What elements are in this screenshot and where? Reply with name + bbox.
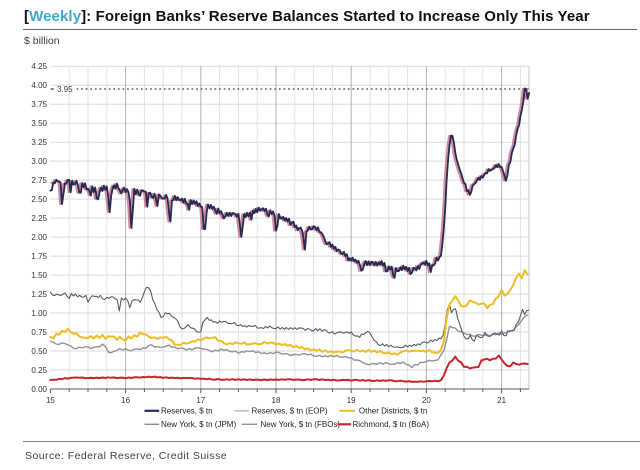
svg-text:3.75: 3.75 (31, 100, 47, 109)
svg-text:2.75: 2.75 (31, 176, 47, 185)
svg-text:1.25: 1.25 (31, 290, 47, 299)
svg-text:Other Districts, $ tn: Other Districts, $ tn (359, 407, 427, 416)
svg-text:New York, $ tn (JPM): New York, $ tn (JPM) (161, 420, 236, 429)
svg-text:16: 16 (121, 396, 130, 405)
svg-text:0.50: 0.50 (31, 347, 47, 356)
svg-text:2.00: 2.00 (31, 233, 47, 242)
svg-text:2.50: 2.50 (31, 195, 47, 204)
svg-text:Richmond, $ tn (BoA): Richmond, $ tn (BoA) (353, 420, 430, 429)
svg-text:3.25: 3.25 (31, 138, 47, 147)
svg-text:1.50: 1.50 (31, 271, 47, 280)
svg-text:Reserves, $ tn (EOP): Reserves, $ tn (EOP) (252, 407, 328, 416)
svg-text:20: 20 (422, 396, 431, 405)
svg-text:15: 15 (46, 396, 55, 405)
svg-text:4.00: 4.00 (31, 81, 47, 90)
svg-text:17: 17 (196, 396, 205, 405)
svg-text:New York, $ tn (FBOs): New York, $ tn (FBOs) (261, 420, 341, 429)
svg-text:0.25: 0.25 (31, 366, 47, 375)
svg-text:21: 21 (497, 396, 506, 405)
svg-text:3.50: 3.50 (31, 119, 47, 128)
svg-text:1.00: 1.00 (31, 309, 47, 318)
svg-text:19: 19 (347, 396, 356, 405)
svg-text:3.00: 3.00 (31, 157, 47, 166)
svg-text:4.25: 4.25 (31, 62, 47, 71)
svg-text:2.25: 2.25 (31, 214, 47, 223)
svg-text:Reserves, $ tn: Reserves, $ tn (161, 407, 213, 416)
svg-text:18: 18 (272, 396, 281, 405)
svg-text:1.75: 1.75 (31, 252, 47, 261)
svg-text:0.00: 0.00 (31, 385, 47, 394)
svg-text:3.95: 3.95 (57, 85, 73, 94)
svg-text:0.75: 0.75 (31, 328, 47, 337)
